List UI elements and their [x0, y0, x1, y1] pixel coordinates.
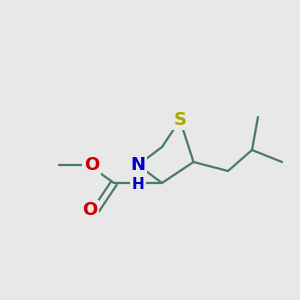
Text: H: H	[132, 177, 144, 192]
Text: O: O	[84, 156, 99, 174]
Text: S: S	[173, 111, 187, 129]
Text: N: N	[130, 156, 146, 174]
Text: O: O	[82, 201, 98, 219]
